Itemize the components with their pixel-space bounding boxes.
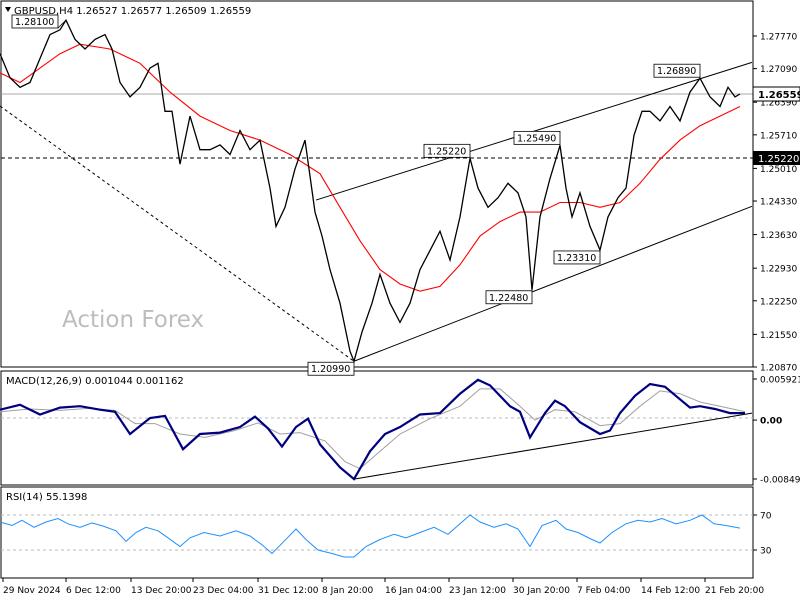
- macd-axis-label: -0.00849: [760, 476, 800, 486]
- annotation-box: [423, 143, 471, 158]
- annotation-1.23310: 1.23310: [553, 249, 601, 265]
- annotation-box: [307, 361, 355, 376]
- price-axis-label: 1.22930: [760, 265, 797, 275]
- annotation-box: [553, 250, 601, 265]
- price-panel-title: GBPUSD,H4 1.26527 1.26577 1.26509 1.2655…: [14, 6, 251, 17]
- annotation-1.28100: 1.28100: [11, 14, 67, 29]
- macd-panel-frame: [0, 370, 754, 486]
- time-axis-label: 29 Nov 2024: [3, 586, 61, 596]
- time-axis-label: 30 Jan 20:00: [513, 586, 570, 596]
- price-axis-label: 1.22250: [760, 297, 797, 307]
- annotation-1.22480: 1.22480: [485, 289, 533, 305]
- moving-average-line: [0, 43, 741, 292]
- time-axis-label: 6 Dec 12:00: [66, 586, 121, 596]
- time-axis-label: 8 Jan 20:00: [322, 586, 374, 596]
- time-axis-label: 23 Dec 04:00: [193, 586, 254, 596]
- macd-signal-line: [0, 388, 746, 470]
- price-axis-label: 1.25010: [760, 165, 797, 175]
- time-axis-label: 23 Jan 12:00: [449, 586, 506, 596]
- annotation-1.20990: 1.20990: [307, 361, 355, 376]
- annotation-box: [485, 290, 533, 305]
- watermark: Action Forex: [62, 307, 204, 333]
- macd-panel-title: MACD(12,26,9) 0.001044 0.001162: [6, 376, 184, 387]
- price-axis-label: 1.20870: [760, 364, 797, 374]
- price-line: [0, 18, 741, 364]
- time-axis-label: 31 Dec 12:00: [258, 586, 319, 596]
- price-reference-lines: [1, 93, 753, 159]
- price-panel-frame: [0, 0, 754, 368]
- annotation-label: 1.23310: [557, 253, 596, 264]
- macd-line: [0, 378, 745, 481]
- rsi-axis-label: 70: [760, 512, 772, 522]
- time-axis-label: 16 Jan 04:00: [385, 586, 442, 596]
- macd-axis: 0.005921 0.00 -0.00849: [753, 376, 800, 486]
- support-price-tag: [753, 151, 800, 165]
- price-axis-label: 1.21550: [760, 331, 797, 341]
- annotation-label: 1.25220: [427, 146, 466, 157]
- annotation-label: 1.28100: [15, 17, 54, 28]
- annotation-1.25490: 1.25490: [513, 130, 561, 146]
- rsi-panel-title: RSI(14) 55.1398: [6, 492, 87, 503]
- annotation-label: 1.25490: [517, 133, 556, 144]
- trendline-3: [353, 205, 753, 362]
- price-tags: 1.26559 1.25220: [752, 86, 800, 165]
- current-price-tag: [752, 86, 800, 102]
- indicator-titles: GBPUSD,H4 1.26527 1.26577 1.26509 1.2655…: [5, 6, 251, 503]
- price-axis-label: 1.23630: [760, 231, 797, 241]
- collapse-arrow-icon[interactable]: [5, 7, 11, 12]
- price-axis-label: 1.25710: [760, 131, 797, 141]
- time-axis-label: 7 Feb 04:00: [577, 586, 631, 596]
- annotation-box: [653, 63, 701, 78]
- macd-trendline: [353, 412, 753, 480]
- macd-axis-label: 0.00: [760, 417, 782, 427]
- time-axis: 29 Nov 2024 6 Dec 12:00 13 Dec 20:00 23 Dec…: [2, 578, 764, 596]
- price-axis-label: 1.24330: [760, 198, 797, 208]
- annotation-leader: [57, 19, 67, 29]
- price-axis-label: 1.26390: [760, 99, 797, 109]
- annotation-label: 1.22480: [489, 293, 528, 304]
- rsi-reference-lines: [1, 514, 753, 551]
- time-axis-label: 14 Feb 12:00: [641, 586, 700, 596]
- annotation-1.26890: 1.26890: [653, 63, 701, 79]
- macd-axis-label: 0.005921: [760, 376, 800, 386]
- annotation-box: [513, 130, 561, 145]
- rsi-panel-frame: [0, 486, 754, 579]
- rsi-axis: 70 30: [753, 512, 772, 557]
- price-annotations: 1.28100 1.25220 1.25490 1.26890 1.23310 1.224…: [11, 14, 701, 376]
- price-axis: 1.27770 1.27090 1.26390 1.25710 1.25010 1.243…: [753, 33, 797, 374]
- price-axis-label: 1.27090: [760, 65, 797, 75]
- rsi-axis-label: 30: [760, 547, 772, 557]
- annotation-box: [11, 14, 59, 29]
- time-axis-label: 13 Dec 20:00: [131, 586, 192, 596]
- annotation-label: 1.20990: [311, 364, 350, 375]
- support-price-tag-label: 1.25220: [758, 154, 799, 165]
- rsi-line: [0, 514, 741, 558]
- panel-frames: [0, 0, 754, 579]
- time-axis-label: 21 Feb 20:00: [705, 586, 764, 596]
- trendline-1: [0, 105, 355, 362]
- current-price-tag-label: 1.26559: [758, 90, 800, 101]
- annotation-label: 1.26890: [657, 66, 696, 77]
- annotation-1.25220: 1.25220: [423, 143, 471, 159]
- price-axis-label: 1.27770: [760, 33, 797, 43]
